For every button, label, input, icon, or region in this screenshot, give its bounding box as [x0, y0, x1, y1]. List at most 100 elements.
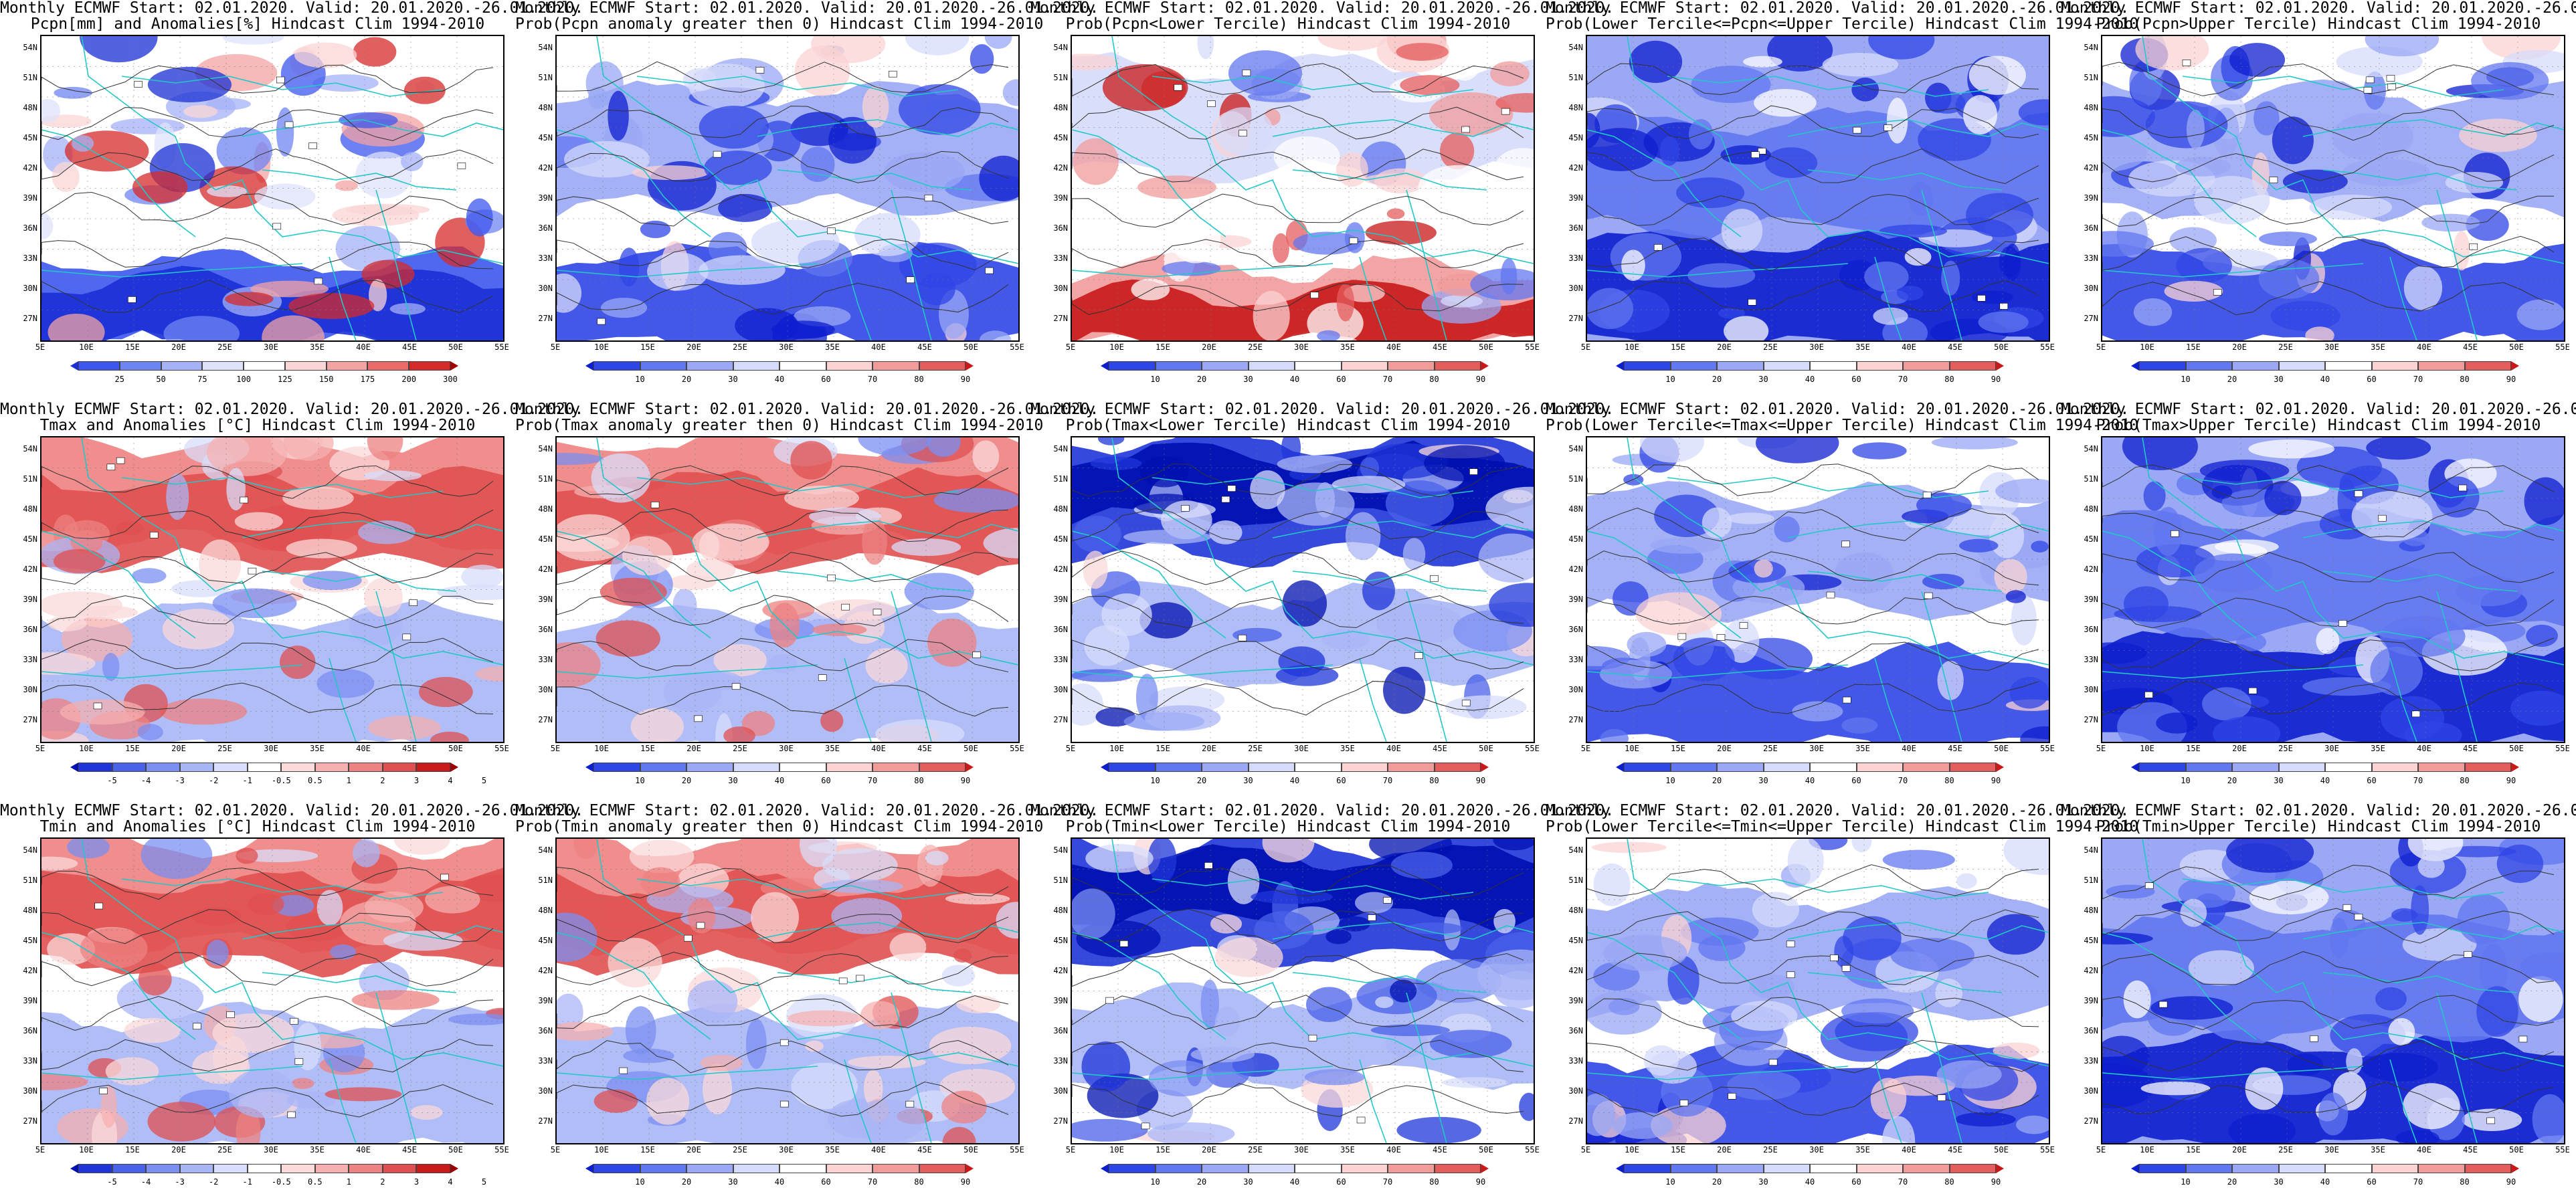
coastline [121, 76, 444, 97]
map-panel-7: Monthly ECMWF Start: 02.01.2020. Valid: … [515, 401, 1099, 803]
field-patch [1882, 849, 1955, 870]
colorbar-right-arrow [1481, 1164, 1489, 1173]
colorbar-segment [1903, 1164, 1950, 1173]
map-panel-8: Monthly ECMWF Start: 02.01.2020. Valid: … [1030, 401, 1614, 803]
lat-tick-label: 51N [2084, 876, 2098, 885]
contour-label-box [2365, 76, 2375, 84]
field-patch [1904, 247, 1932, 266]
field-patch [2510, 690, 2564, 726]
lat-tick-label: 51N [1053, 876, 1068, 885]
contour-label-box [1751, 151, 1760, 159]
colorbar-segment [112, 763, 147, 772]
field-patch [2370, 646, 2423, 696]
colorbar-right-arrow [1996, 763, 2004, 772]
field-patch [805, 1040, 824, 1052]
contour-line [2102, 1082, 2555, 1114]
contour-line [2102, 195, 2555, 227]
colorbar-tick-label: 80 [914, 776, 924, 785]
contour-label-box [2386, 75, 2395, 82]
colorbar-segment [179, 1164, 214, 1173]
colorbar-tick-label: 20 [1196, 375, 1207, 384]
field-patch [2332, 112, 2413, 161]
field-patch [383, 930, 463, 951]
lon-tick-label: 50E [1994, 1145, 2009, 1155]
field-patch [2031, 540, 2049, 553]
field-patch [647, 252, 709, 291]
field-patch [2122, 437, 2198, 471]
contour-label-box [1174, 84, 1183, 91]
contour-label-box [906, 276, 915, 284]
colorbar-tick-label: 20 [2227, 1177, 2237, 1187]
field-patch [2404, 721, 2462, 742]
field-patch [858, 437, 933, 456]
coastline [557, 664, 818, 679]
colorbar-segment [382, 1164, 417, 1173]
lon-tick-label: 25E [1763, 342, 1778, 352]
coastline [1807, 571, 2003, 592]
colorbar-segment [1109, 1164, 1156, 1173]
lon-tick-label: 40E [2417, 342, 2431, 352]
field-patch [918, 272, 955, 306]
lat-tick-label: 36N [538, 625, 553, 634]
colorbar-tick-label: 10 [635, 1177, 645, 1187]
contour-label-box [2378, 514, 2387, 522]
lon-tick-label: 25E [2278, 342, 2293, 352]
coastline [596, 437, 1018, 666]
lat-tick-label: 27N [23, 314, 37, 323]
field-patch [77, 605, 139, 619]
field-patch [1651, 1104, 1726, 1143]
contour-label-box [1748, 299, 1756, 306]
colorbar-tick-label: 30 [1758, 776, 1768, 785]
colorbar-tick-label: 40 [774, 375, 785, 384]
field-patch [2143, 481, 2166, 511]
contour-line [1587, 63, 2039, 96]
field-svg [557, 839, 1018, 1143]
field-patch [2009, 677, 2049, 709]
field-patch [1002, 79, 1018, 106]
colorbar-tick-label: -2 [208, 776, 219, 785]
coastline [1072, 263, 1333, 278]
panel-title: Monthly ECMWF Start: 02.01.2020. Valid: … [1030, 803, 1614, 835]
coastline [1111, 36, 1534, 264]
field-patch [1390, 979, 1417, 1003]
colorbar [585, 361, 974, 372]
colorbar-segment [1670, 763, 1717, 772]
lat-tick-label: 42N [538, 966, 553, 975]
contour-label-box [276, 76, 285, 84]
field-patch [2202, 687, 2251, 721]
colorbar-segment [2325, 361, 2372, 371]
contour-label-box [1501, 108, 1510, 115]
field-patch [2229, 43, 2286, 77]
panel-title-line1: Monthly ECMWF Start: 02.01.2020. Valid: … [0, 802, 584, 819]
colorbar-tick-label: 2 [380, 776, 385, 785]
field-patch [2193, 553, 2273, 593]
coastline [1072, 1066, 1333, 1080]
contour-label-box [2411, 710, 2421, 718]
coastline [891, 992, 932, 1143]
lon-tick-label: 15E [640, 744, 655, 753]
colorbar-segment [281, 1164, 315, 1173]
colorbar-segment [2185, 1164, 2232, 1173]
field-svg [41, 36, 503, 340]
lon-tick-label: 35E [2371, 1145, 2385, 1155]
contour-label-box [1383, 897, 1392, 904]
contour-label-box [972, 651, 981, 658]
panel-title: Monthly ECMWF Start: 02.01.2020. Valid: … [1030, 401, 1614, 433]
field-patch [2211, 485, 2233, 499]
contour-label-box [308, 142, 317, 149]
colorbar-tick-label: 60 [1851, 1177, 1861, 1187]
coastline [2436, 189, 2478, 340]
map-panel-2: Monthly ECMWF Start: 02.01.2020. Valid: … [515, 0, 1099, 401]
lat-tick-label: 27N [538, 715, 553, 724]
contour-line [1072, 239, 1524, 268]
colorbar-segment [1434, 361, 1481, 371]
contour-line [1587, 909, 2039, 942]
lat-tick-label: 36N [538, 223, 553, 233]
map-panel-5: Monthly ECMWF Start: 02.01.2020. Valid: … [2061, 0, 2576, 401]
coastline [2102, 530, 2257, 639]
colorbar-segment [1155, 361, 1202, 371]
contour-label-box [694, 715, 703, 722]
lat-tick-label: 36N [23, 625, 37, 634]
lat-tick-label: 51N [538, 876, 553, 885]
field-patch [162, 609, 235, 649]
